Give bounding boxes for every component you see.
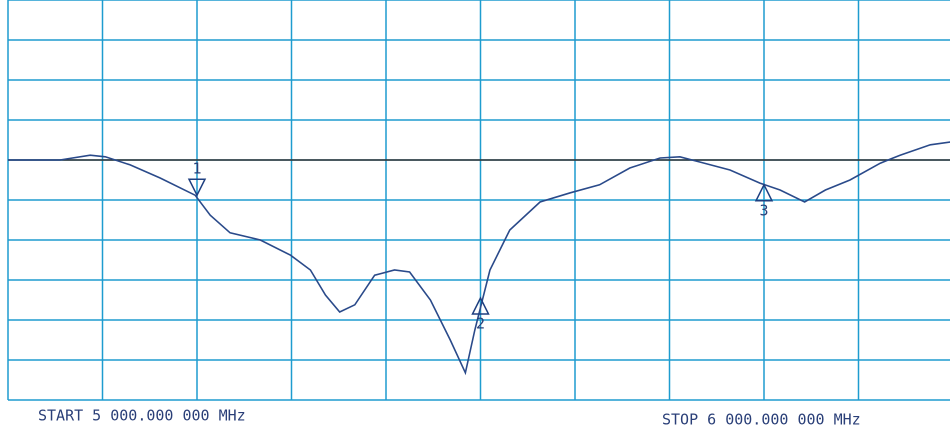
stop-label: STOP 6 000.000 000 MHz	[662, 411, 861, 429]
marker-label: 2	[476, 315, 485, 333]
marker-label: 3	[759, 201, 768, 219]
marker	[471, 296, 490, 315]
marker	[754, 183, 774, 202]
marker	[187, 178, 207, 197]
trace	[8, 141, 950, 376]
start-label: START 5 000.000 000 MHz	[38, 407, 246, 425]
marker-label: 1	[192, 160, 201, 178]
